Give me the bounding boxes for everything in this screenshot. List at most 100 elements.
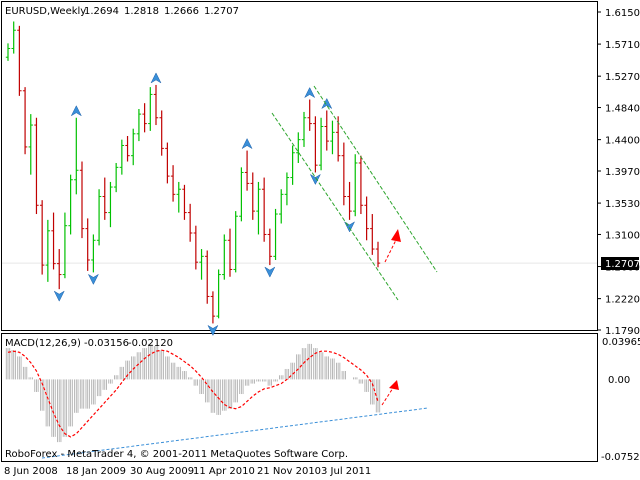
price-bar <box>136 109 142 142</box>
price-bar <box>68 174 73 235</box>
ohlc-high: 1.2818 <box>124 6 159 17</box>
price-bar <box>273 208 278 260</box>
price-bar <box>227 228 233 277</box>
forecast-arrow-macd <box>381 380 399 406</box>
forecast-arrow-main <box>384 229 401 263</box>
price-bar <box>22 87 28 155</box>
price-bar <box>205 250 210 304</box>
price-bar <box>324 110 329 151</box>
ohlc-readout: 1.2694 1.2818 1.2666 1.2707 <box>84 6 239 17</box>
price-bar <box>244 150 250 191</box>
macd-axis[interactable]: 0.03965 0.00 -0.07525 <box>601 337 640 463</box>
price-bar <box>91 234 96 273</box>
fractal-up-marker <box>70 105 82 117</box>
main-panel-frame[interactable] <box>1 1 598 331</box>
price-bar <box>125 135 130 162</box>
macd-tick-top: 0.03965 <box>602 337 640 348</box>
price-bar <box>45 219 51 282</box>
price-bar <box>119 139 125 175</box>
price-tick-label: 1.3100 <box>605 230 640 241</box>
price-bar <box>17 25 22 96</box>
price-bar <box>39 200 45 275</box>
fractal-up-marker <box>150 72 162 84</box>
time-axis[interactable]: 8 Jun 2008 18 Jan 2009 30 Aug 2009 11 Ap… <box>4 466 371 477</box>
price-bar <box>28 114 33 175</box>
price-bar <box>11 21 16 54</box>
time-label-1: 8 Jun 2008 <box>4 466 58 477</box>
price-bar <box>341 142 347 206</box>
price-bar <box>79 161 85 239</box>
price-bar <box>57 249 62 290</box>
price-bar <box>267 228 273 266</box>
price-bar <box>239 167 244 222</box>
macd-signal-value: -0.02120 <box>128 338 173 349</box>
macd-tick-zero: 0.00 <box>608 375 630 386</box>
price-bar <box>210 291 216 324</box>
current-price-tag: 1.2707 <box>601 257 640 270</box>
price-bar <box>193 225 199 270</box>
price-bar <box>165 142 170 184</box>
price-bar <box>199 249 204 280</box>
time-label-4: 11 Apr 2010 <box>193 466 255 477</box>
price-bar <box>176 181 181 213</box>
price-bar <box>222 234 227 280</box>
price-bar <box>347 181 352 220</box>
price-tick-label: 1.2220 <box>605 295 640 306</box>
fractal-down-marker <box>264 266 276 278</box>
macd-panel-frame[interactable] <box>1 333 598 462</box>
channel-upper-line[interactable] <box>313 85 438 273</box>
price-tick-label: 1.4840 <box>605 104 640 115</box>
macd-tick-bottom: -0.07525 <box>601 452 640 463</box>
price-bar <box>34 117 39 215</box>
price-bar <box>187 203 193 242</box>
channel-lower-line[interactable] <box>271 112 399 301</box>
fractal-down-marker <box>53 290 65 302</box>
price-bar <box>74 117 79 195</box>
price-bar <box>233 211 238 273</box>
price-bar <box>182 184 187 220</box>
price-bar <box>113 162 119 193</box>
price-bar <box>313 116 318 173</box>
fractal-down-marker <box>207 324 219 336</box>
price-tick-label: 1.3530 <box>605 199 640 210</box>
current-price-box <box>601 257 639 270</box>
fractal-down-marker <box>309 173 321 186</box>
ohlc-close: 1.2707 <box>204 6 239 17</box>
price-bar <box>96 189 102 246</box>
price-bar <box>318 117 324 171</box>
fractal-down-marker <box>87 273 99 285</box>
price-tick-label: 1.5710 <box>605 40 640 51</box>
fractal-up-marker <box>321 97 333 110</box>
price-bar <box>51 212 56 270</box>
price-bar <box>5 43 11 61</box>
price-bar <box>102 177 107 220</box>
price-tick-label: 1.1790 <box>605 326 640 337</box>
price-bar <box>153 84 159 126</box>
price-bar <box>284 172 290 206</box>
price-bar <box>290 145 295 185</box>
current-price-label: 1.2707 <box>605 259 640 270</box>
fractal-up-marker <box>241 138 253 150</box>
price-axis[interactable]: 1.6150 1.5710 1.5270 1.4840 1.4400 1.3970 1.35… <box>597 8 640 337</box>
price-tick-label: 1.3970 <box>605 167 640 178</box>
price-bar <box>62 212 68 279</box>
price-bar <box>353 154 358 217</box>
price-bar <box>279 189 284 224</box>
price-bar <box>85 218 90 271</box>
time-label-5: 21 Nov 2010 <box>257 466 321 477</box>
price-tick-label: 1.4400 <box>605 136 640 147</box>
price-bar <box>170 165 176 202</box>
price-bar <box>330 120 335 155</box>
macd-header: MACD(12,26,9) -0.03156 -0.02120 <box>5 338 173 349</box>
price-bar <box>364 196 369 241</box>
price-bar <box>358 155 364 215</box>
ohlc-open: 1.2694 <box>84 6 119 17</box>
main-plot-area <box>2 21 597 336</box>
macd-plot-area <box>5 343 381 443</box>
price-bar <box>370 214 375 255</box>
fractal-up-marker <box>304 86 316 99</box>
price-bar <box>261 177 267 242</box>
copyright-footer: RoboForex - MetaTrader 4, © 2001-2011 Me… <box>5 449 348 460</box>
trend-channel[interactable] <box>271 85 438 301</box>
